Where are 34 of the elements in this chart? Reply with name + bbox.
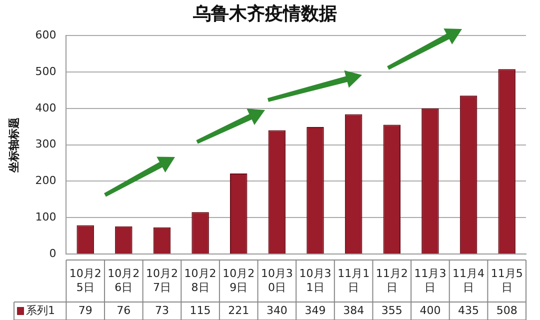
data-label: 79 [78, 304, 92, 317]
x-tick-label: 10月28日 [184, 266, 216, 294]
x-tick-label: 11月2日 [376, 266, 408, 294]
data-label: 355 [381, 304, 402, 317]
data-label: 115 [190, 304, 211, 317]
data-label: 76 [116, 304, 131, 317]
chart-title: 乌鲁木齐疫情数据 [192, 3, 337, 24]
y-tick-label: 300 [35, 138, 56, 151]
x-tick-label: 11月1日 [338, 266, 370, 294]
y-tick-label: 100 [35, 210, 56, 224]
x-tick-label: 10月30日 [260, 266, 293, 294]
data-label: 73 [154, 304, 169, 317]
x-tick-label: 10月27日 [146, 266, 178, 294]
data-label: 349 [304, 304, 326, 317]
y-tick-label: 200 [35, 174, 56, 188]
x-tick-label: 11月5日 [490, 266, 523, 294]
x-tick-label: 10月25日 [69, 266, 102, 294]
x-tick-label: 10月29日 [222, 266, 255, 294]
data-label: 508 [496, 304, 518, 317]
y-axis-title: 坐标轴标题 [7, 117, 20, 174]
data-label: 384 [343, 304, 364, 317]
x-tick-label: 11月3日 [414, 266, 446, 294]
data-label: 340 [266, 304, 288, 317]
data-label: 400 [420, 304, 441, 317]
data-label: 435 [458, 304, 480, 317]
y-tick-label: 600 [35, 28, 56, 42]
legend-label: 系列1 [26, 304, 55, 317]
x-tick-label: 11月4日 [452, 266, 485, 294]
x-tick-label: 10月31日 [299, 266, 332, 294]
data-label: 221 [228, 304, 250, 317]
x-tick-label: 10月26日 [108, 266, 140, 294]
y-tick-label: 500 [35, 64, 56, 78]
y-tick-label: 0 [49, 246, 56, 260]
y-tick-label: 400 [35, 101, 56, 114]
